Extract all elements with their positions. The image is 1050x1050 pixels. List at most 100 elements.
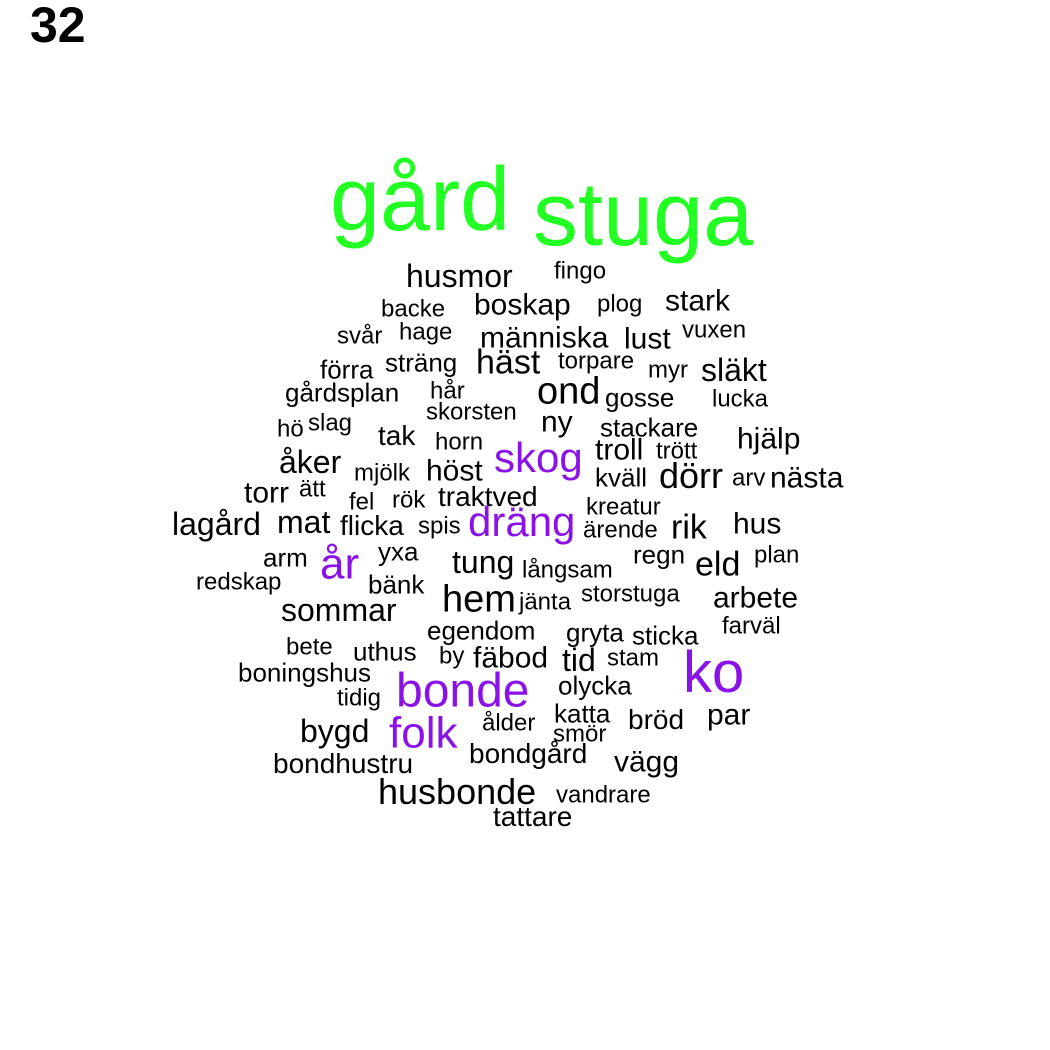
cloud-word: plan xyxy=(754,541,800,569)
cloud-word: arbete xyxy=(713,581,799,615)
cloud-word: gårdsplan xyxy=(285,377,400,408)
cloud-word: fäbod xyxy=(473,641,549,675)
cloud-word: bonde xyxy=(396,664,530,718)
cloud-word: myr xyxy=(648,356,688,384)
cloud-word: husmor xyxy=(406,258,513,295)
cloud-word: farväl xyxy=(722,612,781,640)
cloud-word: smör xyxy=(553,720,607,748)
cloud-word: arm xyxy=(263,542,308,573)
cloud-word: vandrare xyxy=(556,781,651,809)
cloud-word: hjälp xyxy=(737,422,801,456)
cloud-word: tung xyxy=(452,544,515,581)
cloud-word: stark xyxy=(665,284,731,318)
cloud-word: vägg xyxy=(614,745,680,779)
cloud-word: hus xyxy=(733,507,782,541)
cloud-word: fingo xyxy=(554,257,607,285)
cloud-word: ny xyxy=(541,405,573,439)
cloud-word: fel xyxy=(349,488,375,516)
cloud-word: bete xyxy=(286,633,333,661)
cloud-word: höst xyxy=(426,454,483,488)
cloud-word: nästa xyxy=(770,461,844,495)
cloud-word: hage xyxy=(399,318,453,346)
cloud-word: lagård xyxy=(172,506,261,543)
cloud-word: plog xyxy=(597,290,643,318)
cloud-word: långsam xyxy=(522,556,613,584)
cloud-word: hö xyxy=(277,415,304,443)
cloud-word: släkt xyxy=(701,352,767,389)
cloud-word: by xyxy=(439,642,465,670)
cloud-word: stuga xyxy=(533,164,754,265)
cloud-word: stackare xyxy=(600,412,699,443)
cloud-word: jänta xyxy=(519,588,572,616)
cloud-word: gård xyxy=(330,149,511,250)
cloud-word: förra xyxy=(320,354,374,385)
cloud-word: hem xyxy=(442,578,516,621)
cloud-word: horn xyxy=(435,428,484,456)
cloud-word: dräng xyxy=(468,498,576,546)
cloud-word: regn xyxy=(633,539,686,570)
cloud-word: sommar xyxy=(281,592,397,629)
cloud-word: boningshus xyxy=(238,657,371,688)
cloud-word: bygd xyxy=(300,713,370,750)
cloud-word: kväll xyxy=(595,462,648,493)
cloud-word: backe xyxy=(381,295,446,323)
cloud-word: vuxen xyxy=(682,316,747,344)
cloud-word: trött xyxy=(656,437,698,465)
page-number: 32 xyxy=(30,0,86,53)
cloud-word: gryta xyxy=(566,617,624,648)
cloud-word: sträng xyxy=(385,347,458,378)
cloud-word: eld xyxy=(695,545,741,584)
cloud-word: gosse xyxy=(605,382,675,413)
cloud-word: ålder xyxy=(482,709,536,737)
cloud-word: mat xyxy=(277,504,331,541)
cloud-word: traktved xyxy=(438,481,538,513)
cloud-word: egendom xyxy=(427,615,536,646)
cloud-word: bondhustru xyxy=(273,748,414,780)
cloud-word: ärende xyxy=(583,516,658,544)
cloud-word: par xyxy=(707,698,751,732)
cloud-word: arv xyxy=(732,464,766,492)
cloud-word: rik xyxy=(671,508,707,547)
cloud-word: lucka xyxy=(712,385,769,413)
cloud-word: redskap xyxy=(196,568,282,596)
cloud-word: torpare xyxy=(558,347,635,375)
cloud-word: sticka xyxy=(632,620,699,651)
cloud-word: boskap xyxy=(474,288,571,322)
cloud-word: slag xyxy=(308,409,353,437)
cloud-word: husbonde xyxy=(378,770,537,812)
cloud-word: olycka xyxy=(558,670,632,701)
cloud-word: mjölk xyxy=(354,459,411,487)
cloud-word: katta xyxy=(554,698,611,729)
cloud-word: torr xyxy=(244,476,289,510)
cloud-word: spis xyxy=(418,512,461,540)
cloud-word: människa xyxy=(480,321,609,355)
cloud-word: troll xyxy=(595,433,644,467)
cloud-word: åker xyxy=(279,444,342,481)
cloud-word: tak xyxy=(378,420,416,452)
cloud-word: folk xyxy=(389,708,458,758)
cloud-word: dörr xyxy=(659,454,724,496)
cloud-word: skog xyxy=(494,434,583,482)
cloud-word: häst xyxy=(476,343,541,382)
cloud-word: skorsten xyxy=(426,398,517,426)
cloud-word: år xyxy=(320,539,360,589)
cloud-word: flicka xyxy=(340,510,404,542)
cloud-word: ond xyxy=(537,370,601,413)
cloud-word: hår xyxy=(430,377,465,405)
cloud-word: bänk xyxy=(368,569,425,600)
cloud-word: svår xyxy=(337,322,383,350)
cloud-word: yxa xyxy=(378,536,419,567)
cloud-word: tidig xyxy=(337,684,382,712)
cloud-word: ätt xyxy=(299,475,326,503)
cloud-word: bondgård xyxy=(469,738,588,770)
cloud-word: uthus xyxy=(353,636,417,667)
cloud-word: ko xyxy=(683,639,745,705)
cloud-word: storstuga xyxy=(581,580,680,608)
cloud-word: tattare xyxy=(493,801,573,833)
cloud-word: kreatur xyxy=(586,493,661,521)
cloud-word: lust xyxy=(624,322,671,356)
cloud-word: stam xyxy=(607,644,660,672)
cloud-word: tid xyxy=(562,642,596,679)
cloud-word: rök xyxy=(392,486,426,514)
